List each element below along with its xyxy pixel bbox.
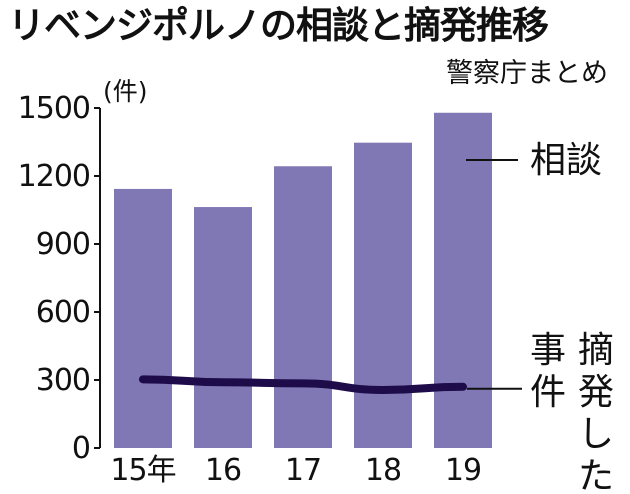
chart-title: リベンジポルノの相談と摘発推移 bbox=[8, 4, 549, 47]
y-tick-label-3: 900 bbox=[36, 227, 90, 262]
chart-source: 警察庁まとめ bbox=[446, 58, 608, 89]
y-tick-label-4: 600 bbox=[36, 295, 90, 330]
x-tick-label-4: 18 bbox=[365, 453, 401, 488]
y-tick-label-5: 300 bbox=[36, 363, 90, 398]
x-tick-label-1: 15年 bbox=[110, 453, 175, 488]
legend-line-char: 事 bbox=[530, 330, 566, 371]
line-series-path bbox=[139, 375, 467, 394]
x-tick-label-2: 16 bbox=[205, 453, 241, 488]
bar-series bbox=[114, 112, 492, 449]
legend-bar-label: 相談 bbox=[530, 140, 602, 181]
y-axis-unit: (件) bbox=[103, 77, 148, 106]
y-tick-label-2: 1200 bbox=[18, 159, 90, 194]
y-tick-label-6: 0 bbox=[72, 431, 90, 466]
x-tick-label-5: 19 bbox=[445, 453, 481, 488]
legend-line-char: た bbox=[578, 456, 614, 494]
bar-5 bbox=[434, 112, 492, 448]
legend-line-char: 摘 bbox=[578, 330, 614, 371]
legend-line-char: 件 bbox=[530, 372, 566, 413]
y-tick-label-1: 1500 bbox=[18, 91, 90, 126]
legend-line-char: 発 bbox=[578, 372, 614, 413]
bar-2 bbox=[194, 207, 252, 448]
bar-3 bbox=[274, 166, 332, 448]
x-axis-labels: 15年 16 17 18 19 bbox=[110, 453, 482, 488]
x-tick-label-3: 17 bbox=[285, 453, 321, 488]
y-axis-ticks: 1500 1200 900 600 300 0 bbox=[18, 91, 100, 466]
bar-1 bbox=[114, 188, 172, 449]
bar-4 bbox=[354, 142, 412, 448]
legend-line-char: し bbox=[578, 414, 614, 455]
